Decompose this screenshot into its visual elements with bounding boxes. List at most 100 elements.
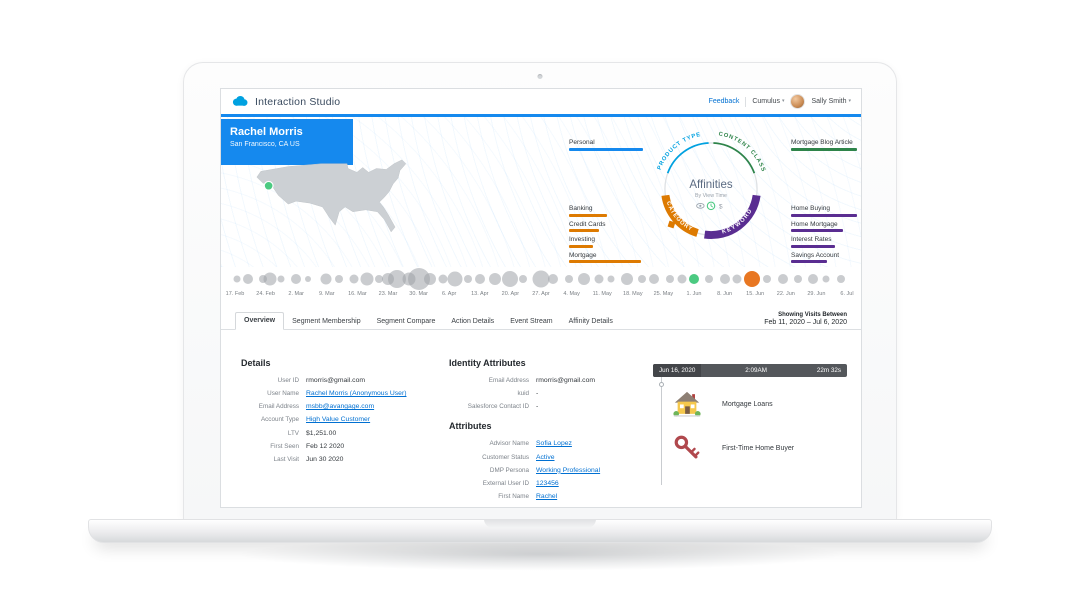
tab-segment-compare[interactable]: Segment Compare: [376, 318, 436, 325]
visit-bubble[interactable]: [447, 271, 463, 287]
timeline-dot-icon: [658, 382, 664, 387]
affinity-bar-item[interactable]: Investing: [569, 236, 649, 248]
visit-bubble[interactable]: [277, 275, 285, 283]
detail-value-link[interactable]: High Value Customer: [306, 416, 371, 424]
visit-bubble[interactable]: [620, 273, 633, 285]
overview-content: Details User ID rmorris@gmail.com User N…: [221, 330, 861, 507]
visit-bubble[interactable]: [360, 272, 374, 286]
visit-bubble[interactable]: [438, 274, 448, 284]
visit-bubble[interactable]: [719, 274, 730, 284]
attribute-value-link[interactable]: Sofia Lopez: [536, 440, 572, 448]
detail-label: First Seen: [270, 442, 299, 450]
visit-bubble[interactable]: [374, 275, 383, 283]
tab-event-stream[interactable]: Event Stream: [510, 318, 553, 325]
detail-value-link[interactable]: Rachel Morris (Anonymous User): [306, 390, 407, 398]
attribute-value-link[interactable]: Active: [536, 453, 555, 461]
detail-row: User ID rmorris@gmail.com: [241, 377, 441, 385]
visit-bubble[interactable]: [349, 274, 359, 284]
dollar-icon[interactable]: $: [719, 203, 723, 210]
visit-bubble[interactable]: [637, 275, 646, 283]
visit-bubble[interactable]: [291, 274, 302, 284]
user-avatar[interactable]: [790, 94, 806, 109]
visit-bubble[interactable]: [305, 276, 312, 282]
affinity-bar-item[interactable]: Mortgage: [569, 252, 649, 263]
attribute-value-link[interactable]: Rachel: [536, 493, 558, 501]
visit-location-marker[interactable]: [263, 180, 274, 191]
affinity-bar-item[interactable]: Savings Account: [791, 252, 861, 263]
visit-bubble[interactable]: [677, 274, 687, 284]
visit-bubble[interactable]: [649, 274, 660, 284]
donut-arc-keyword[interactable]: [704, 194, 761, 240]
profile-hero-band: Rachel Morris San Francisco, CA US Perso…: [221, 114, 861, 267]
detail-label: User Name: [267, 390, 299, 398]
detail-value-link[interactable]: msbb@avangage.com: [306, 403, 375, 411]
visit-bubble[interactable]: [577, 273, 590, 285]
visit-bubble[interactable]: [794, 275, 803, 283]
affinity-bar: [569, 213, 607, 217]
affinity-bar: [569, 229, 599, 232]
visit-bubble[interactable]: [320, 273, 332, 285]
visit-bubble[interactable]: [474, 274, 485, 284]
visit-bubble[interactable]: [822, 275, 830, 283]
tab-segment-membership[interactable]: Segment Membership: [292, 318, 361, 325]
visit-bubble[interactable]: [335, 275, 344, 283]
visit-bubble[interactable]: [836, 275, 845, 283]
attribute-value-link[interactable]: 123456: [536, 479, 559, 487]
affinities-donut-chart[interactable]: PRODUCT TYPE CONTENT CLASS KEYWORD CATEG…: [649, 127, 773, 251]
visit-bubble[interactable]: [763, 275, 772, 283]
affinity-bar-item[interactable]: Credit Cards: [569, 221, 649, 232]
visit-bubble[interactable]: [594, 274, 604, 284]
visit-bubble[interactable]: [407, 268, 430, 290]
visit-bubble[interactable]: [548, 274, 559, 284]
attribute-label: Advisor Name: [489, 440, 529, 448]
identity-attributes-section: Identity Attributes Email Address rmorri…: [449, 358, 647, 506]
tab-overview[interactable]: Overview: [235, 312, 285, 330]
tab-affinity-details[interactable]: Affinity Details: [568, 318, 613, 325]
user-name: Sally Smith: [811, 98, 847, 105]
timeline-date-label: 13. Apr: [471, 291, 489, 297]
event-item[interactable]: Mortgage Loans: [662, 389, 847, 419]
donut-arc-category[interactable]: [661, 194, 699, 237]
visit-bubble[interactable]: [489, 273, 502, 285]
clock-icon[interactable]: [706, 201, 716, 211]
visit-bubble[interactable]: [564, 275, 573, 283]
visit-bubble[interactable]: [732, 274, 742, 284]
org-picker[interactable]: Cumulus ▾: [752, 98, 784, 105]
affinity-bar-item[interactable]: Personal: [569, 139, 649, 151]
visit-bubble[interactable]: [243, 274, 254, 284]
affinity-bar-label: Home Mortgage: [791, 220, 838, 228]
attribute-value-link[interactable]: Working Professional: [536, 466, 601, 474]
affinity-bar-item[interactable]: Home Mortgage: [791, 220, 861, 232]
affinity-bar-item[interactable]: Mortgage Blog Article: [791, 139, 861, 151]
affinity-bar-item[interactable]: Home Buying: [791, 205, 861, 217]
user-menu[interactable]: Sally Smith ▾: [811, 98, 851, 105]
donut-arc-content-class[interactable]: [713, 142, 756, 174]
visit-bubble[interactable]: [388, 270, 407, 288]
visit-bubble[interactable]: [518, 275, 527, 283]
event-item[interactable]: First-Time Home Buyer: [662, 433, 847, 463]
visit-bubble[interactable]: [607, 275, 615, 283]
visit-bubble[interactable]: [423, 273, 436, 285]
visit-bubble[interactable]: [808, 274, 819, 284]
eye-icon[interactable]: [696, 202, 705, 209]
visit-bubble[interactable]: [532, 270, 550, 288]
visit-bubble[interactable]: [263, 272, 277, 286]
chevron-down-icon: ▾: [781, 98, 785, 104]
event-item-label: First-Time Home Buyer: [722, 444, 795, 452]
tab-action-details[interactable]: Action Details: [451, 318, 495, 325]
identity-row: kuid -: [449, 390, 647, 398]
donut-arc-product-type[interactable]: [666, 142, 709, 174]
affinity-bar-item[interactable]: Interest Rates: [791, 236, 861, 248]
visit-bubble[interactable]: [705, 275, 714, 283]
visit-bubble[interactable]: [233, 275, 241, 283]
feedback-link[interactable]: Feedback: [708, 98, 740, 105]
visit-bubble[interactable]: [258, 275, 267, 283]
visit-bubble[interactable]: [744, 271, 761, 287]
visit-bubble[interactable]: [502, 271, 519, 287]
affinity-bar-item[interactable]: Banking: [569, 205, 649, 217]
visit-bubble[interactable]: [689, 274, 699, 284]
visit-bubble[interactable]: [777, 274, 788, 284]
visit-bubble[interactable]: [463, 275, 472, 283]
customer-location: San Francisco, CA US: [230, 141, 300, 148]
visit-bubble[interactable]: [665, 275, 674, 283]
